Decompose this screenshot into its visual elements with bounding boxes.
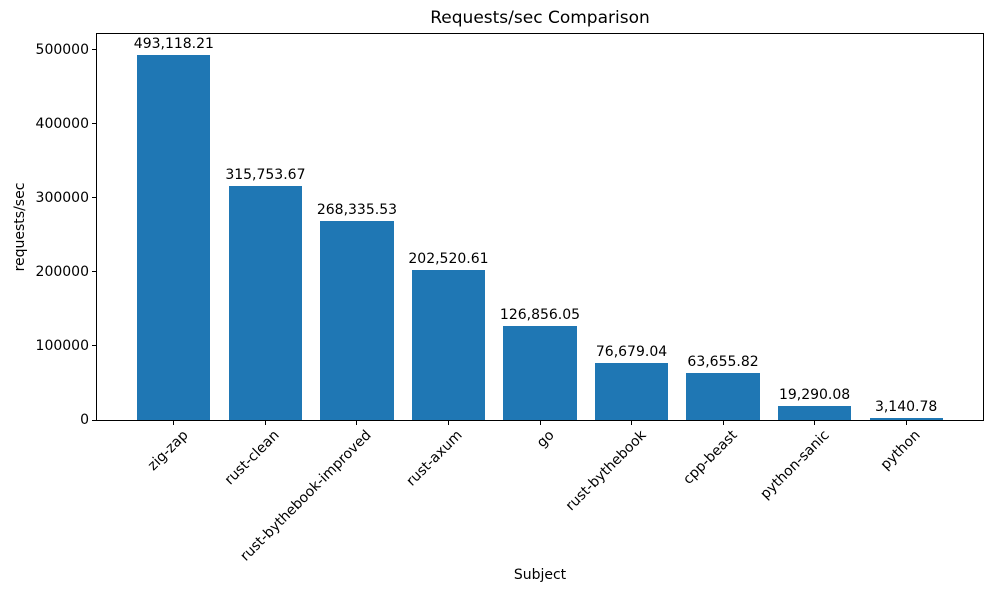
y-tick-mark — [92, 49, 96, 51]
bar-value-label: 76,679.04 — [595, 344, 668, 361]
bar-value-label: 63,655.82 — [687, 353, 759, 370]
y-axis-label: requests/sec — [12, 182, 28, 272]
bar-value-label: 202,520.61 — [408, 251, 489, 268]
bar-rust-clean — [228, 186, 303, 420]
y-tick-label: 0 — [80, 412, 89, 428]
chart-title: Requests/sec Comparison — [430, 8, 650, 28]
y-tick-mark — [92, 271, 96, 273]
bar-value-label: 268,335.53 — [316, 202, 398, 219]
y-tick-label: 500000 — [35, 41, 89, 58]
y-tick-mark — [92, 197, 96, 199]
bar-zig-zap — [137, 55, 211, 420]
bar-python — [869, 417, 943, 420]
x-axis-label: Subject — [513, 567, 567, 583]
x-tick-label: python — [877, 427, 924, 474]
x-tick-mark — [814, 420, 816, 425]
y-tick-mark — [92, 419, 96, 421]
x-tick-label: cpp-beast — [680, 427, 741, 488]
plot-area: 0 100000 200000 300000 400000 500000 493,118.2… — [36, 33, 984, 564]
x-tick-mark — [722, 420, 724, 425]
y-tick-mark — [92, 345, 96, 347]
y-tick-label: 200000 — [35, 263, 89, 280]
bar-value-label: 315,753.67 — [225, 167, 306, 184]
x-tick-label: rust-axum — [403, 427, 467, 490]
bar-rust-bythebook — [594, 363, 669, 420]
bar-value-label: 493,118.21 — [133, 36, 214, 53]
x-tick-label: go — [533, 427, 558, 451]
x-tick-label: rust-clean — [222, 427, 284, 489]
x-tick-label: zig-zap — [144, 427, 192, 474]
x-tick-mark — [173, 420, 175, 425]
bar-cpp-beast — [686, 372, 760, 420]
x-tick-mark — [264, 420, 266, 425]
bar-rust-bythebook-improved — [320, 221, 394, 420]
y-tick-label: 400000 — [35, 115, 89, 132]
y-tick-label: 100000 — [35, 337, 89, 354]
x-tick-mark — [539, 420, 541, 425]
x-tick-label: rust-bythebook — [562, 427, 650, 515]
bar-value-label: 19,290.08 — [778, 386, 851, 403]
x-tick-label: python-sanic — [756, 427, 833, 503]
bar-python-sanic — [777, 405, 852, 420]
x-tick-mark — [905, 420, 907, 425]
x-tick-mark — [447, 420, 449, 425]
y-tick-mark — [92, 123, 96, 125]
x-tick-mark — [356, 420, 358, 425]
bar-value-label: 3,140.78 — [874, 398, 938, 415]
y-tick-label: 300000 — [35, 189, 89, 206]
bar-value-label: 126,856.05 — [499, 307, 581, 324]
x-tick-mark — [631, 420, 633, 425]
bar-go — [503, 326, 577, 420]
bar-rust-axum — [411, 270, 486, 420]
